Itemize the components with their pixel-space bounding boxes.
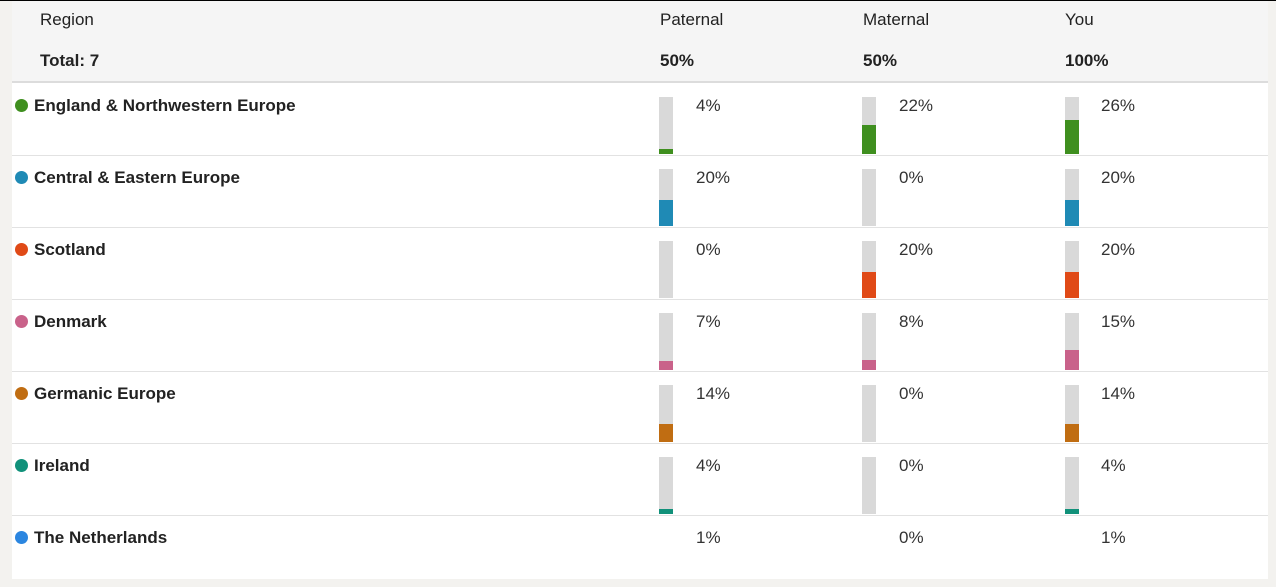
maternal-total: 50% xyxy=(863,51,898,70)
paternal-bar xyxy=(659,169,673,226)
ethnicity-breakdown-table: Region Total: 7 Paternal 50% Maternal 50… xyxy=(12,1,1268,579)
table-row[interactable]: Denmark 7% 8% 15% xyxy=(12,299,1268,372)
you-column-header: You xyxy=(1065,10,1094,29)
you-bar xyxy=(1065,241,1079,298)
paternal-percentage: 0% xyxy=(696,240,721,259)
table-row[interactable]: Ireland 4% 0% 4% xyxy=(12,443,1268,516)
table-row[interactable]: England & Northwestern Europe 4% 22% 26% xyxy=(12,83,1268,156)
maternal-column-header: Maternal xyxy=(863,10,930,29)
you-bar-fill xyxy=(1065,120,1079,154)
table-header: Region Total: 7 Paternal 50% Maternal 50… xyxy=(12,1,1268,83)
table-row[interactable]: Germanic Europe 14% 0% 14% xyxy=(12,371,1268,444)
paternal-percentage: 4% xyxy=(696,456,721,475)
you-percentage: 1% xyxy=(1101,528,1126,547)
region-name[interactable]: The Netherlands xyxy=(34,528,168,547)
region-color-dot xyxy=(15,243,28,256)
region-total: Total: 7 xyxy=(40,51,100,70)
region-name[interactable]: Germanic Europe xyxy=(34,384,176,403)
table-row[interactable]: Central & Eastern Europe 20% 0% 20% xyxy=(12,155,1268,228)
you-bar-fill xyxy=(1065,200,1079,226)
maternal-bar-fill xyxy=(862,125,876,154)
you-bar xyxy=(1065,385,1079,442)
you-percentage: 14% xyxy=(1101,384,1136,403)
maternal-percentage: 22% xyxy=(899,96,934,115)
paternal-bar-fill xyxy=(659,200,673,226)
you-bar-fill xyxy=(1065,509,1079,514)
paternal-bar xyxy=(659,457,673,514)
maternal-bar xyxy=(862,241,876,298)
paternal-bar-fill xyxy=(659,509,673,514)
you-bar-fill xyxy=(1065,424,1079,442)
paternal-bar xyxy=(659,313,673,370)
maternal-percentage: 8% xyxy=(899,312,924,331)
region-name[interactable]: Denmark xyxy=(34,312,107,331)
region-color-dot xyxy=(15,387,28,400)
paternal-bar-fill xyxy=(659,361,673,370)
you-total: 100% xyxy=(1065,51,1109,70)
region-name[interactable]: Central & Eastern Europe xyxy=(34,168,240,187)
you-percentage: 15% xyxy=(1101,312,1136,331)
you-percentage: 4% xyxy=(1101,456,1126,475)
region-color-dot xyxy=(15,459,28,472)
maternal-percentage: 0% xyxy=(899,168,924,187)
region-color-dot xyxy=(15,315,28,328)
paternal-bar-fill xyxy=(659,149,673,154)
you-bar-fill xyxy=(1065,350,1079,370)
you-percentage: 20% xyxy=(1101,240,1136,259)
maternal-bar-fill xyxy=(862,360,876,370)
you-bar-fill xyxy=(1065,272,1079,298)
table-row[interactable]: The Netherlands 1% 0% 1% xyxy=(12,515,1268,587)
maternal-percentage: 0% xyxy=(899,456,924,475)
paternal-total: 50% xyxy=(660,51,695,70)
maternal-percentage: 20% xyxy=(899,240,934,259)
you-percentage: 20% xyxy=(1101,168,1136,187)
region-name[interactable]: Scotland xyxy=(34,240,106,259)
you-bar xyxy=(1065,169,1079,226)
table-row[interactable]: Scotland 0% 20% 20% xyxy=(12,227,1268,300)
maternal-bar xyxy=(862,97,876,154)
you-bar xyxy=(1065,457,1079,514)
region-name[interactable]: Ireland xyxy=(34,456,90,475)
maternal-percentage: 0% xyxy=(899,528,924,547)
maternal-bar xyxy=(862,385,876,442)
region-column-header: Region xyxy=(40,10,94,29)
paternal-percentage: 1% xyxy=(696,528,721,547)
you-percentage: 26% xyxy=(1101,96,1136,115)
maternal-bar xyxy=(862,313,876,370)
paternal-percentage: 20% xyxy=(696,168,731,187)
paternal-percentage: 4% xyxy=(696,96,721,115)
region-color-dot xyxy=(15,99,28,112)
region-color-dot xyxy=(15,171,28,184)
paternal-bar-fill xyxy=(659,424,673,442)
paternal-percentage: 14% xyxy=(696,384,731,403)
paternal-column-header: Paternal xyxy=(660,10,724,29)
paternal-bar xyxy=(659,385,673,442)
maternal-bar-fill xyxy=(862,272,876,298)
you-bar xyxy=(1065,313,1079,370)
paternal-bar xyxy=(659,241,673,298)
maternal-bar xyxy=(862,169,876,226)
region-name[interactable]: England & Northwestern Europe xyxy=(34,96,296,115)
top-border xyxy=(0,0,1276,1)
paternal-bar xyxy=(659,97,673,154)
maternal-percentage: 0% xyxy=(899,384,924,403)
you-bar xyxy=(1065,97,1079,154)
paternal-percentage: 7% xyxy=(696,312,721,331)
maternal-bar xyxy=(862,457,876,514)
region-color-dot xyxy=(15,531,28,544)
